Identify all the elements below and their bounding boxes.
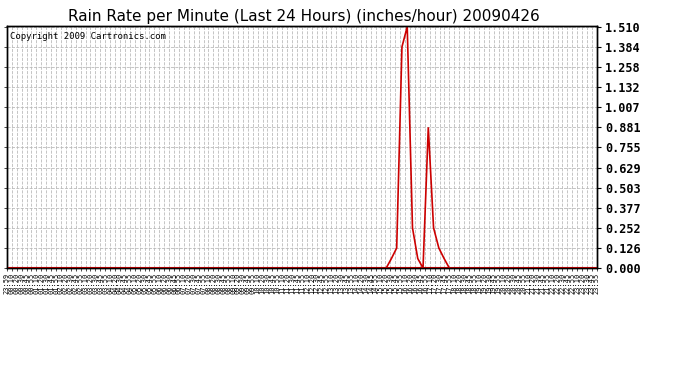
- Text: Rain Rate per Minute (Last 24 Hours) (inches/hour) 20090426: Rain Rate per Minute (Last 24 Hours) (in…: [68, 9, 540, 24]
- Text: Copyright 2009 Cartronics.com: Copyright 2009 Cartronics.com: [10, 32, 166, 41]
